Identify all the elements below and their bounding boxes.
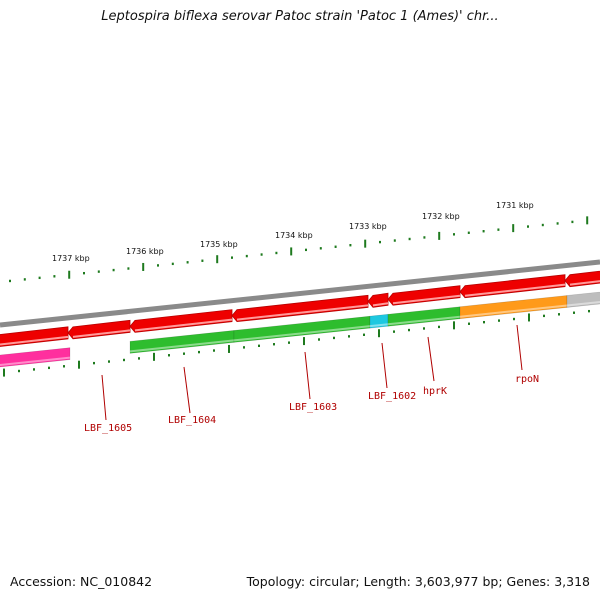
gene-forward-3-shade	[134, 318, 233, 332]
gene-forward-2-shade	[72, 329, 131, 338]
gene-leader-lbf-1605	[101, 374, 107, 421]
gene-reverse-lbf-1603-shade	[233, 325, 371, 342]
gene-reverse-hprk-shade	[387, 315, 461, 326]
gene-forward-5-shade	[372, 302, 389, 307]
gene-forward-3[interactable]	[129, 309, 233, 333]
map-title: Leptospira biflexa serovar Patoc strain …	[101, 9, 499, 24]
gene-reverse-rna-shade	[0, 356, 71, 367]
gene-forward-8-shade	[569, 280, 600, 286]
gene-label-lbf-1603[interactable]: LBF_1603	[289, 402, 337, 413]
gene-forward-4-shade	[236, 304, 369, 321]
gene-label-lbf-1604[interactable]: LBF_1604	[168, 415, 216, 426]
gene-reverse-lbf-1604-shade	[129, 339, 235, 353]
gene-reverse-rna[interactable]	[0, 347, 71, 368]
gene-forward-7-shade	[464, 283, 566, 297]
scale-label-group: 1737 kbp 1736 kbp 1735 kbp 1734 kbp 1733…	[52, 201, 534, 263]
backbone-line	[0, 259, 600, 328]
reverse-strand-track	[0, 291, 600, 368]
gene-forward-7[interactable]	[459, 274, 566, 299]
gene-forward-1-shade	[0, 335, 69, 346]
gene-callout-group: LBF_1605 LBF_1604 LBF_1603 LBF_1602 hprK…	[84, 324, 539, 434]
scale-label-1735: 1735 kbp	[200, 240, 238, 249]
scale-label-1734: 1734 kbp	[275, 231, 313, 240]
gene-forward-4[interactable]	[231, 294, 369, 323]
scale-label-1733: 1733 kbp	[349, 222, 387, 231]
scale-label-1732: 1732 kbp	[422, 212, 460, 221]
gene-leader-lbf-1604	[183, 366, 191, 414]
outer-tick-ring	[9, 216, 589, 283]
gene-reverse-unknown[interactable]	[566, 291, 600, 308]
scale-label-1737: 1737 kbp	[52, 254, 90, 263]
scale-label-1736: 1736 kbp	[126, 247, 164, 256]
inner-tick-ring	[3, 309, 590, 377]
gene-leader-lbf-1602	[381, 342, 388, 389]
gene-leader-hprk	[427, 336, 435, 382]
gene-reverse-unknown-shade	[566, 300, 600, 307]
backbone-ring	[0, 259, 600, 328]
gene-label-hprk[interactable]: hprK	[423, 386, 447, 397]
gene-forward-6[interactable]	[387, 285, 461, 306]
gene-leader-lbf-1603	[304, 351, 311, 400]
gene-forward-2[interactable]	[67, 319, 131, 340]
gene-leader-rpon	[516, 324, 523, 371]
forward-strand-track	[0, 270, 600, 347]
gene-forward-6-shade	[392, 294, 461, 305]
scale-label-1731: 1731 kbp	[496, 201, 534, 210]
gene-label-lbf-1605[interactable]: LBF_1605	[84, 423, 132, 434]
accession-text: Accession: NC_010842	[10, 574, 153, 589]
genome-summary-text: Topology: circular; Length: 3,603,977 bp…	[246, 574, 590, 589]
gene-label-rpon[interactable]: rpoN	[515, 374, 539, 385]
gene-reverse-rpon-shade	[459, 304, 568, 318]
gene-reverse-lbf-1602-shade	[369, 323, 389, 328]
gene-label-lbf-1602[interactable]: LBF_1602	[368, 391, 416, 402]
